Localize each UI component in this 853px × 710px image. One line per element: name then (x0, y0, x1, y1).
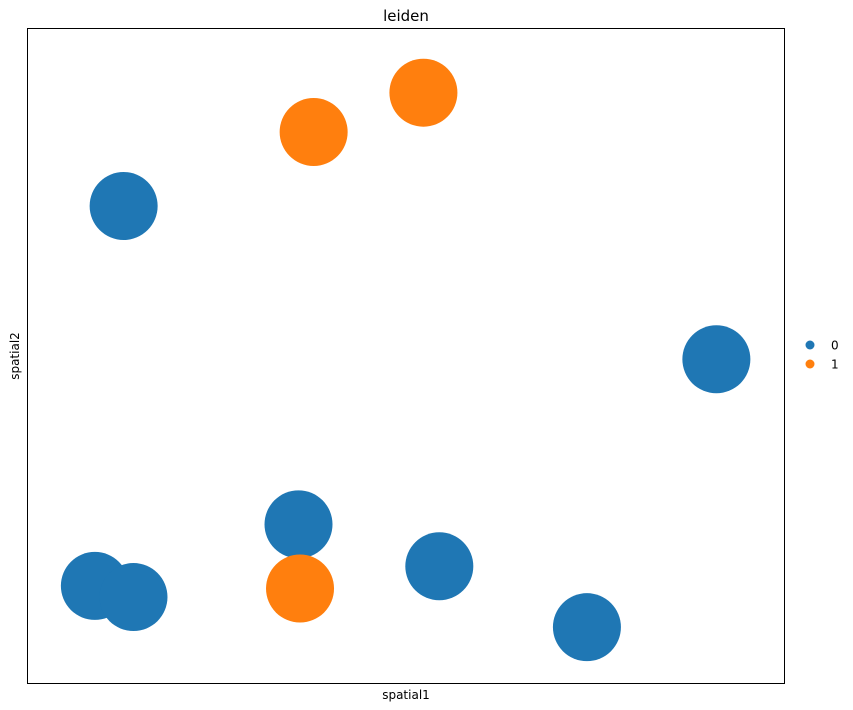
point-cluster-0-2 (264, 490, 333, 559)
y-axis-label: spatial2 (8, 332, 22, 380)
legend: 01 (805, 339, 839, 372)
point-cluster-1-0 (279, 97, 348, 166)
legend-label-1: 1 (831, 358, 839, 372)
legend-label-0: 0 (831, 339, 839, 353)
points-layer (60, 58, 751, 662)
legend-marker-1 (805, 359, 815, 369)
point-cluster-0-1 (682, 325, 751, 394)
point-cluster-0-6 (552, 593, 621, 662)
x-axis-label: spatial1 (382, 688, 430, 702)
point-cluster-0-4 (99, 563, 168, 632)
point-cluster-1-2 (266, 554, 335, 623)
point-cluster-0-5 (405, 532, 474, 601)
point-cluster-0-0 (89, 172, 158, 241)
legend-marker-0 (805, 340, 815, 350)
chart-title: leiden (383, 7, 429, 25)
point-cluster-1-1 (389, 58, 458, 127)
